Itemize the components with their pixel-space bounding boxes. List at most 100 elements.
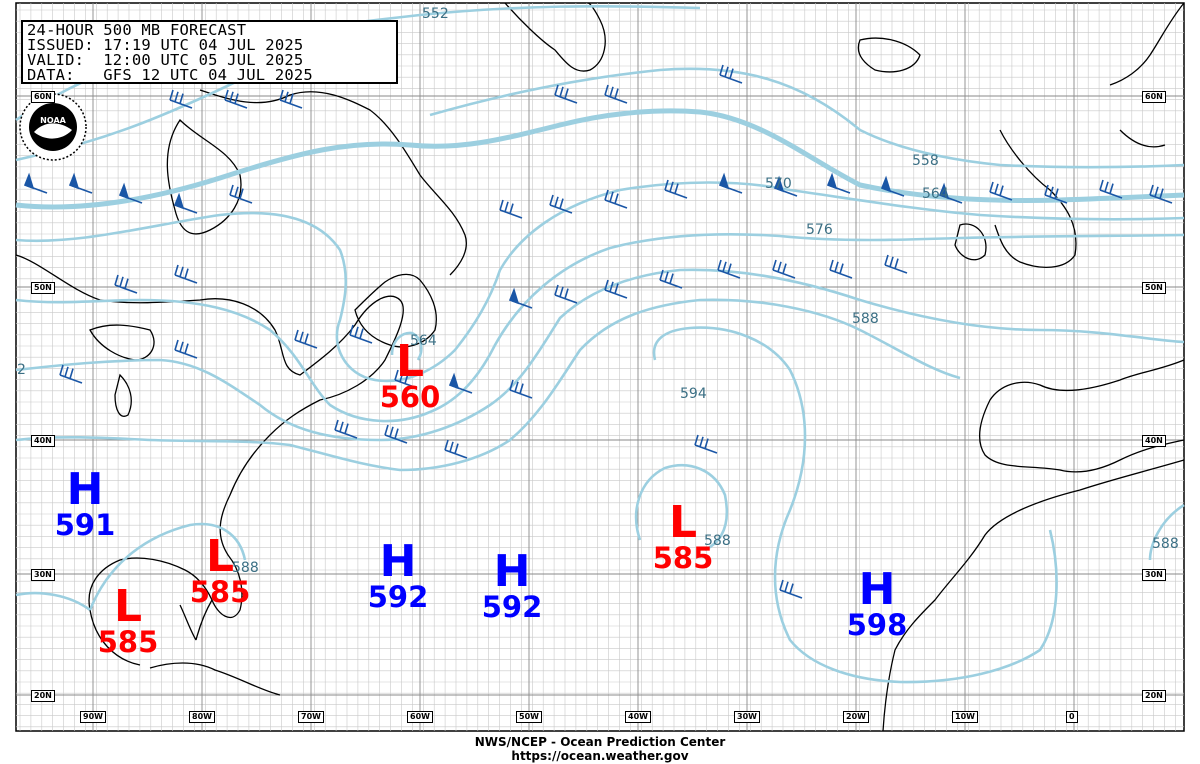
contour-558: [429, 67, 1185, 169]
center-letter: L: [205, 531, 235, 582]
noaa-logo-text: NOAA: [40, 116, 66, 125]
center-letter: L: [668, 497, 698, 548]
contour-east-588: [1148, 503, 1185, 561]
contour-bottom-west: [15, 591, 91, 612]
contour-label: 588: [232, 560, 259, 576]
labrador-coast: [199, 89, 467, 276]
wind-barb: [279, 89, 303, 109]
wind-barb: [174, 339, 198, 359]
wind-barb: [174, 264, 198, 284]
center-letter: H: [379, 536, 417, 587]
lon-label-60w: 60W: [407, 711, 433, 723]
newfoundland-coast: [354, 273, 437, 348]
noaa-logo: NOAA: [18, 92, 88, 162]
data-source: DATA: GFS 12 UTC 04 JUL 2025: [27, 66, 313, 84]
lon-label-30w: 30W: [734, 711, 760, 723]
forecast-title: 24-HOUR 500 MB FORECAST: [27, 21, 247, 39]
wind-barb: [659, 269, 683, 289]
wind-barb: [718, 172, 743, 194]
center-value: 592: [481, 590, 543, 624]
wind-barb: [384, 424, 408, 444]
contour-576: [15, 233, 1185, 423]
contour-label: 564: [410, 333, 437, 349]
center-letter: H: [858, 564, 896, 615]
contour-594: [652, 326, 1058, 684]
contour-label: 576: [806, 222, 833, 238]
contour-570: [15, 181, 1185, 383]
wind-barb: [294, 329, 318, 349]
issued-time: ISSUED: 17:19 UTC 04 JUL 2025: [27, 36, 304, 54]
high-center-592-b: H 592: [477, 546, 547, 624]
contour-gulf: [88, 522, 247, 611]
contour-small-low: [390, 331, 423, 361]
contour-label-layer: 552 558 564 570 576 588 594 564 588 588 …: [17, 6, 1179, 576]
hudson-bay: [166, 118, 242, 235]
contour-label: 558: [912, 153, 939, 169]
wind-barb: [826, 172, 851, 194]
greenland-coast: [504, 2, 606, 72]
wind-barb: [448, 372, 473, 394]
center-letter: H: [66, 464, 104, 515]
wind-barb: [549, 194, 573, 214]
lat-label-40n-left: 40N: [31, 435, 55, 447]
lat-label-30n-right: 30N: [1142, 569, 1166, 581]
lon-label-70w: 70W: [298, 711, 324, 723]
contour-588: [15, 298, 961, 472]
wind-barb: [334, 419, 358, 439]
contour-label: 564: [922, 186, 949, 202]
map-frame: [15, 2, 1185, 732]
lat-label-20n-left: 20N: [31, 690, 55, 702]
wind-barb: [779, 579, 803, 599]
center-value: 591: [54, 508, 116, 542]
lat-label-60n-right: 60N: [1142, 91, 1166, 103]
lat-label-30n-left: 30N: [31, 569, 55, 581]
contour-label: 570: [765, 176, 792, 192]
wind-barb: [717, 259, 741, 279]
europe-coast: [978, 359, 1185, 473]
iceland: [857, 37, 921, 73]
major-grid: [16, 3, 1184, 731]
wind-barb: [938, 182, 963, 204]
wind-barb: [349, 324, 373, 344]
wind-barb: [880, 175, 905, 197]
lat-lon-grid: [16, 3, 1184, 731]
contour-label: 588: [1152, 536, 1179, 552]
lat-label-20n-right: 20N: [1142, 690, 1166, 702]
wind-barb: [829, 259, 853, 279]
contour-label: 552: [422, 6, 449, 22]
lon-label-80w: 80W: [189, 711, 215, 723]
wind-barb: [169, 89, 193, 109]
wind-barb: [229, 184, 253, 204]
wind-barb: [509, 379, 533, 399]
wind-barb: [1149, 184, 1173, 204]
coastlines: [15, 2, 1185, 732]
contour-label: 588: [704, 533, 731, 549]
center-value: 592: [367, 580, 429, 614]
wind-barb: [604, 189, 628, 209]
contour-582: [15, 268, 1185, 442]
wind-barb: [173, 192, 198, 214]
wind-barb: [508, 287, 533, 309]
center-letter: L: [113, 581, 143, 632]
center-value: 598: [846, 608, 908, 642]
africa-coast: [882, 459, 1185, 732]
wind-barb: [114, 274, 138, 294]
florida: [179, 599, 213, 641]
lon-label-40w: 40W: [625, 711, 651, 723]
high-center-592-a: H 592: [363, 536, 433, 614]
wind-barb: [694, 434, 718, 454]
lat-label-50n-right: 50N: [1142, 282, 1166, 294]
wind-barb: [1099, 179, 1123, 199]
wind-barb: [604, 84, 628, 104]
north-america-coast: [15, 254, 404, 666]
wind-barb: [444, 439, 468, 459]
center-letter: L: [395, 336, 425, 387]
wind-barb: [394, 369, 418, 389]
wind-barb: [664, 179, 688, 199]
cuba: [149, 662, 281, 696]
wind-barb: [772, 259, 796, 279]
lat-label-60n-left: 60N: [31, 91, 55, 103]
wind-barb: [1044, 184, 1068, 204]
center-letter: H: [493, 546, 531, 597]
